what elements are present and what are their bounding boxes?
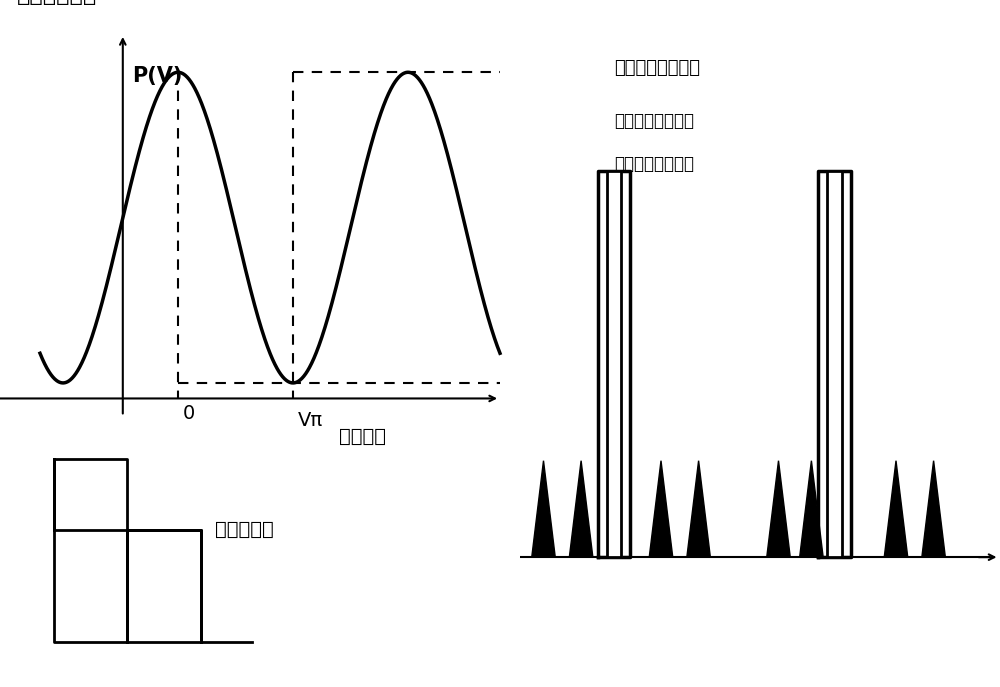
Text: 同步电脉冲: 同步电脉冲	[215, 520, 274, 539]
Text: 低：泄漏的光脉冲: 低：泄漏的光脉冲	[614, 155, 694, 173]
Text: 高：提取的光脉冲: 高：提取的光脉冲	[614, 113, 694, 131]
Text: 0: 0	[183, 404, 195, 423]
Text: 驱动电压: 驱动电压	[338, 427, 386, 446]
Polygon shape	[532, 461, 555, 557]
Polygon shape	[607, 171, 621, 557]
Polygon shape	[800, 461, 823, 557]
Polygon shape	[649, 461, 673, 557]
Polygon shape	[884, 461, 908, 557]
Text: 飞秒激光脉冲提取: 飞秒激光脉冲提取	[614, 59, 700, 77]
Text: Vπ: Vπ	[298, 411, 323, 430]
Text: 调制传输函数: 调制传输函数	[17, 0, 97, 5]
Polygon shape	[687, 461, 710, 557]
Polygon shape	[922, 461, 945, 557]
Polygon shape	[827, 171, 842, 557]
Polygon shape	[767, 461, 790, 557]
Text: P(V): P(V)	[132, 66, 182, 87]
Polygon shape	[569, 461, 593, 557]
